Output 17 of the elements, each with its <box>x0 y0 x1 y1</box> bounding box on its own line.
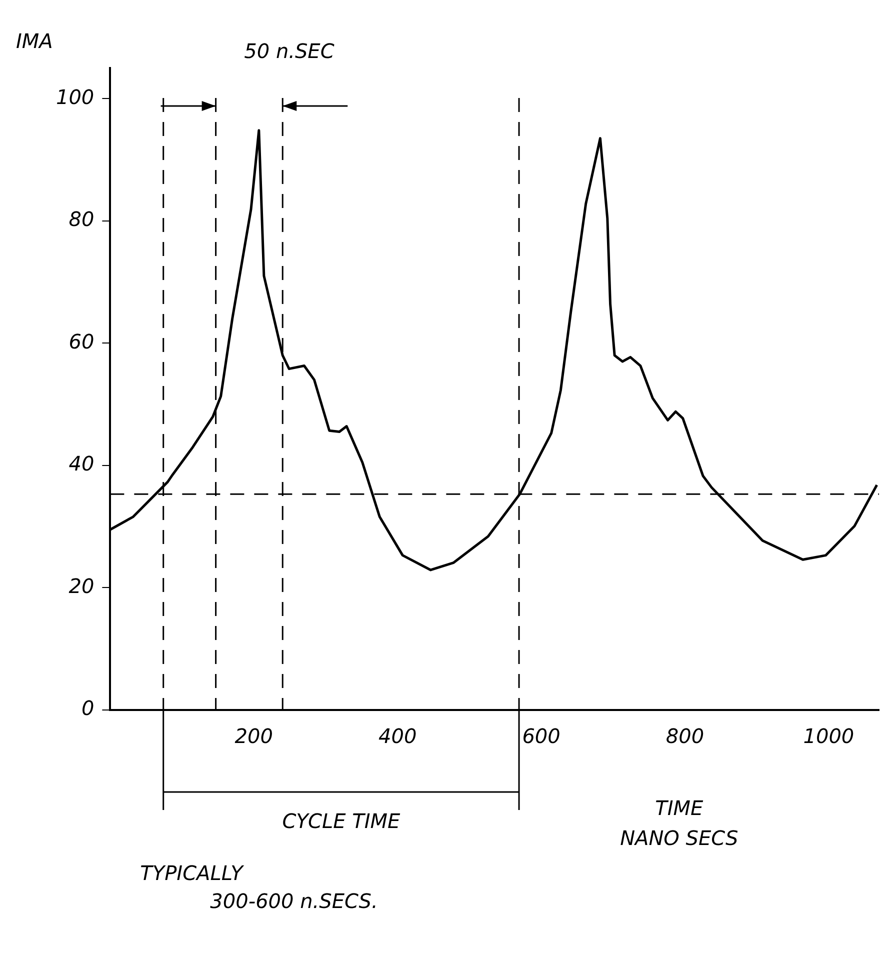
x-axis-title: TIME NANO SECS <box>620 796 738 850</box>
x-tick-label: 200 <box>234 724 273 748</box>
x-tick-label: 800 <box>666 724 704 748</box>
y-tick-label: 40 <box>68 452 94 476</box>
y-tick-label: 0 <box>81 696 94 720</box>
x-tick-label: 1000 <box>803 724 854 748</box>
y-tick-label: 80 <box>68 207 94 232</box>
text: 50 n.SEC <box>244 39 334 63</box>
x-tick-label: 400 <box>378 724 417 748</box>
text: CYCLE TIME <box>282 809 401 833</box>
y-tick-label: 20 <box>68 574 94 598</box>
text: 300-600 n.SECS. <box>210 889 378 913</box>
y-axis-title: IMA <box>16 29 53 53</box>
x-tick-label: 600 <box>522 724 560 748</box>
text: TYPICALLY <box>140 861 245 885</box>
y-tick-label: 60 <box>68 329 94 354</box>
y-tick-label: 100 <box>56 84 94 109</box>
